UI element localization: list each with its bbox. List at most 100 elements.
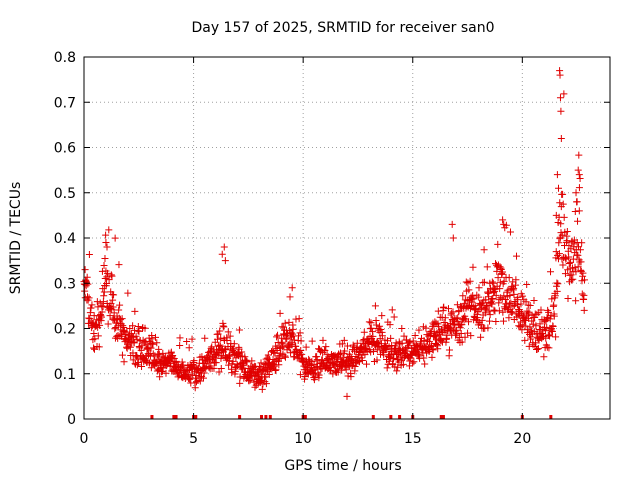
data-point: [386, 321, 394, 329]
data-point: [573, 198, 581, 206]
data-point: [338, 359, 346, 367]
data-point: [500, 277, 508, 285]
data-point: [496, 278, 504, 286]
data-point: [223, 336, 231, 344]
data-point: [551, 292, 559, 300]
data-point: [543, 323, 551, 331]
data-point: [109, 316, 117, 324]
y-tick-label: 0.2: [54, 322, 76, 338]
data-point: [115, 261, 123, 269]
data-point: [496, 285, 504, 293]
data-point: [327, 366, 335, 374]
data-point: [85, 294, 93, 302]
data-point: [101, 255, 109, 263]
data-point: [480, 246, 488, 254]
data-point: [288, 284, 296, 292]
data-point: [435, 323, 443, 331]
data-point: [275, 361, 283, 369]
data-point: [348, 355, 356, 363]
data-point: [515, 322, 523, 330]
data-point: [138, 342, 146, 350]
data-point: [579, 269, 587, 277]
data-point: [370, 347, 378, 355]
data-point: [377, 340, 385, 348]
data-point: [125, 342, 133, 350]
data-point: [358, 357, 366, 365]
data-point: [141, 324, 149, 332]
data-point: [153, 339, 161, 347]
data-point: [541, 327, 549, 335]
data-point: [550, 301, 558, 309]
data-point: [469, 263, 477, 271]
data-point: [319, 336, 327, 344]
data-point: [577, 258, 585, 266]
data-point: [373, 356, 381, 364]
data-point: [159, 349, 167, 357]
data-point: [315, 371, 323, 379]
data-point: [560, 213, 568, 221]
data-point: [578, 290, 586, 298]
data-point: [453, 301, 461, 309]
data-point: [575, 207, 583, 215]
data-point: [577, 267, 585, 275]
data-point: [555, 250, 563, 258]
data-point: [236, 373, 244, 381]
data-point: [83, 273, 91, 281]
data-point: [365, 318, 373, 326]
x-axis-label: GPS time / hours: [284, 458, 401, 474]
data-point: [228, 369, 236, 377]
data-point: [376, 322, 384, 330]
data-point: [198, 353, 206, 361]
data-point: [281, 353, 289, 361]
data-point: [553, 287, 561, 295]
data-point: [88, 301, 96, 309]
y-tick-label: 0: [67, 412, 76, 428]
data-point: [335, 351, 343, 359]
x-tick-label: 15: [404, 431, 422, 447]
data-point: [218, 352, 226, 360]
data-point: [557, 107, 565, 115]
data-point: [569, 255, 577, 263]
data-point: [523, 281, 531, 289]
data-point: [118, 315, 126, 323]
data-point: [185, 344, 193, 352]
data-point: [494, 240, 502, 248]
data-point: [257, 376, 265, 384]
data-point: [388, 306, 396, 314]
data-point: [277, 354, 285, 362]
data-point: [493, 267, 501, 275]
y-tick-label: 0.4: [54, 231, 76, 247]
data-point: [510, 290, 518, 298]
data-point: [409, 337, 417, 345]
data-point: [572, 189, 580, 197]
data-point: [489, 295, 497, 303]
data-point: [563, 228, 571, 236]
data-point: [106, 312, 114, 320]
data-point: [420, 354, 428, 362]
data-point: [225, 357, 233, 365]
y-tick-label: 0.5: [54, 186, 76, 202]
data-point: [353, 339, 361, 347]
data-point: [386, 354, 394, 362]
data-point: [191, 384, 199, 392]
data-point: [302, 343, 310, 351]
data-point: [242, 356, 250, 364]
data-point: [478, 316, 486, 324]
data-point: [420, 337, 428, 345]
data-point: [318, 356, 326, 364]
data-point: [429, 346, 437, 354]
data-point: [554, 280, 562, 288]
data-point: [553, 171, 561, 179]
data-point: [512, 276, 520, 284]
data-point: [109, 303, 117, 311]
data-point: [532, 322, 540, 330]
data-point: [219, 322, 227, 330]
data-point: [387, 334, 395, 342]
data-point: [467, 332, 475, 340]
data-point: [96, 315, 104, 323]
data-point: [134, 323, 142, 331]
data-point: [218, 250, 226, 258]
data-point: [230, 340, 238, 348]
data-point: [276, 309, 284, 317]
